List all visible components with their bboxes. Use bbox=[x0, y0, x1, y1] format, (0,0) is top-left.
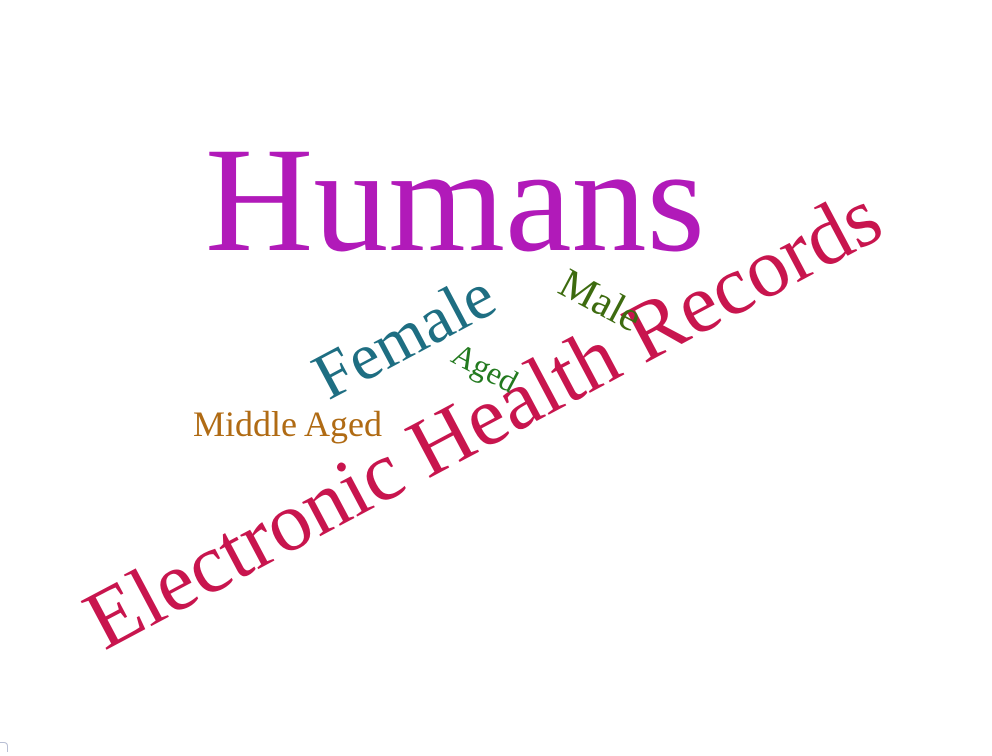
word-humans: Humans bbox=[205, 117, 705, 283]
word-middle-aged: Middle Aged bbox=[193, 404, 382, 444]
corner-mark bbox=[0, 742, 8, 752]
